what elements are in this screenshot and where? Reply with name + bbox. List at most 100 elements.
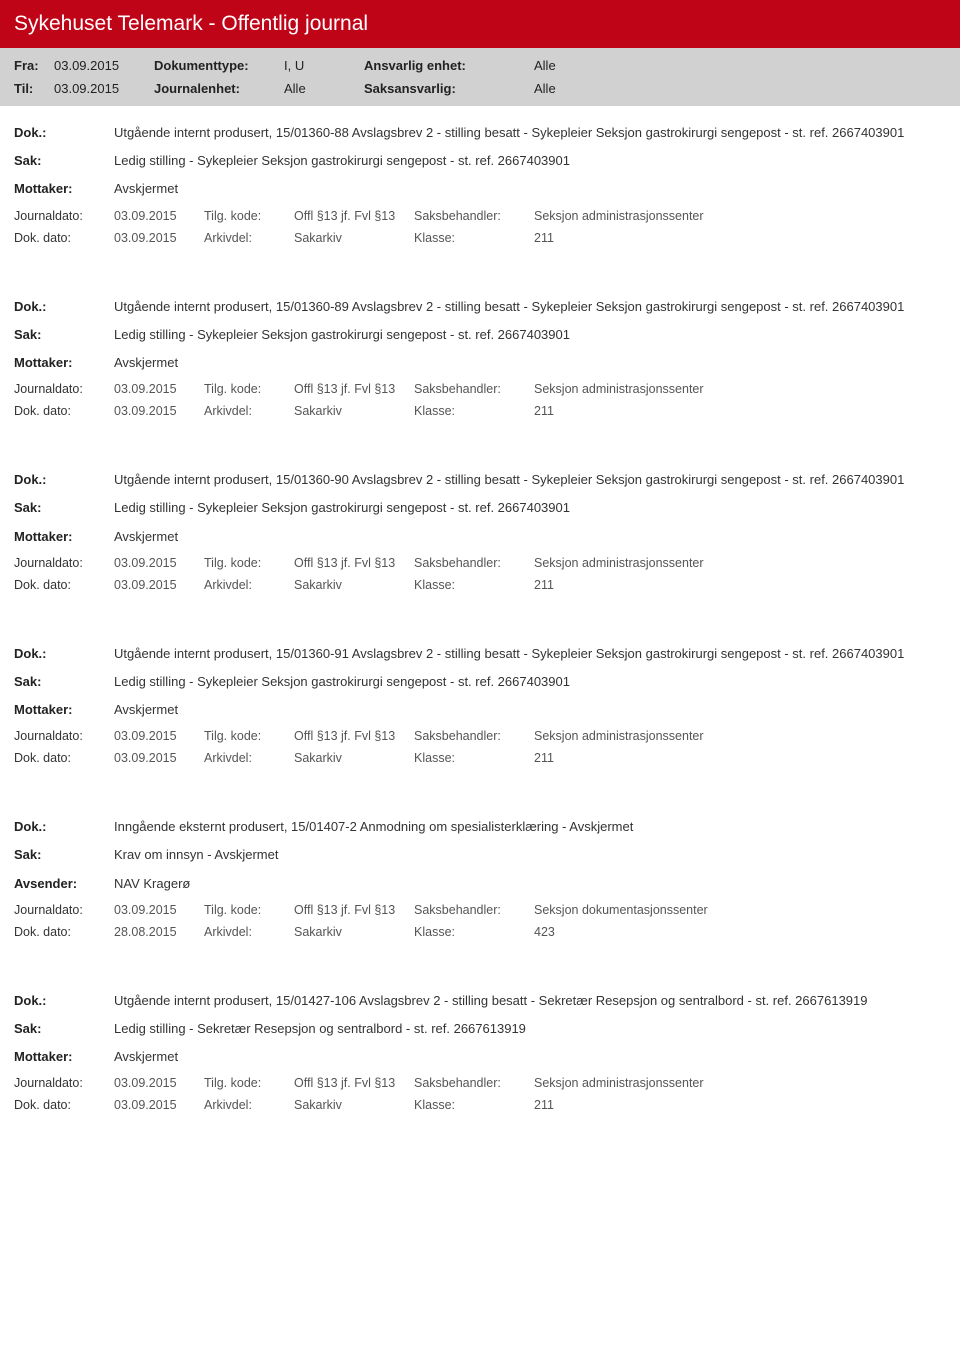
journalenhet-label: Journalenhet: — [154, 81, 284, 96]
journaldato-value: 03.09.2015 — [114, 556, 204, 570]
klasse-value: 211 — [534, 578, 946, 592]
saksbehandler-label: Saksbehandler: — [414, 729, 534, 743]
fra-label: Fra: — [14, 58, 54, 73]
klasse-label: Klasse: — [414, 925, 534, 939]
tilgkode-label: Tilg. kode: — [204, 1076, 294, 1090]
dok-label: Dok.: — [14, 124, 114, 142]
tilgkode-label: Tilg. kode: — [204, 556, 294, 570]
dok-value: Utgående internt produsert, 15/01360-90 … — [114, 471, 946, 489]
klasse-value: 211 — [534, 751, 946, 765]
klasse-label: Klasse: — [414, 1098, 534, 1112]
saksbehandler-label: Saksbehandler: — [414, 209, 534, 223]
dokdato-label: Dok. dato: — [14, 578, 114, 592]
dokdato-value: 03.09.2015 — [114, 231, 204, 245]
dokumenttype-label: Dokumenttype: — [154, 58, 284, 73]
journaldato-label: Journaldato: — [14, 382, 114, 396]
dokumenttype-value: I, U — [284, 58, 364, 73]
party-value: Avskjermet — [114, 1048, 946, 1066]
til-label: Til: — [14, 81, 54, 96]
sak-value: Ledig stilling - Sykepleier Seksjon gast… — [114, 326, 946, 344]
dok-value: Utgående internt produsert, 15/01360-91 … — [114, 645, 946, 663]
arkivdel-value: Sakarkiv — [294, 404, 414, 418]
sak-label: Sak: — [14, 326, 114, 344]
dokdato-value: 03.09.2015 — [114, 1098, 204, 1112]
saksbehandler-value: Seksjon administrasjonssenter — [534, 556, 946, 570]
party-value: Avskjermet — [114, 528, 946, 546]
tilgkode-value: Offl §13 jf. Fvl §13 — [294, 382, 414, 396]
saksbehandler-value: Seksjon administrasjonssenter — [534, 209, 946, 223]
arkivdel-label: Arkivdel: — [204, 925, 294, 939]
party-label: Mottaker: — [14, 528, 114, 546]
arkivdel-value: Sakarkiv — [294, 751, 414, 765]
party-label: Mottaker: — [14, 701, 114, 719]
sak-label: Sak: — [14, 152, 114, 170]
journaldato-value: 03.09.2015 — [114, 903, 204, 917]
sak-value: Ledig stilling - Sekretær Resepsjon og s… — [114, 1020, 946, 1038]
dok-label: Dok.: — [14, 298, 114, 316]
saksbehandler-label: Saksbehandler: — [414, 903, 534, 917]
journaldato-label: Journaldato: — [14, 556, 114, 570]
tilgkode-label: Tilg. kode: — [204, 382, 294, 396]
arkivdel-value: Sakarkiv — [294, 1098, 414, 1112]
journaldato-label: Journaldato: — [14, 1076, 114, 1090]
tilgkode-value: Offl §13 jf. Fvl §13 — [294, 903, 414, 917]
klasse-label: Klasse: — [414, 231, 534, 245]
journaldato-label: Journaldato: — [14, 903, 114, 917]
party-value: Avskjermet — [114, 180, 946, 198]
sak-label: Sak: — [14, 846, 114, 864]
arkivdel-label: Arkivdel: — [204, 404, 294, 418]
journal-record: Dok.: Utgående internt produsert, 15/013… — [0, 627, 960, 777]
journaldato-value: 03.09.2015 — [114, 382, 204, 396]
journal-record: Dok.: Utgående internt produsert, 15/013… — [0, 453, 960, 603]
journaldato-value: 03.09.2015 — [114, 209, 204, 223]
sak-value: Ledig stilling - Sykepleier Seksjon gast… — [114, 152, 946, 170]
arkivdel-value: Sakarkiv — [294, 925, 414, 939]
tilgkode-value: Offl §13 jf. Fvl §13 — [294, 1076, 414, 1090]
arkivdel-label: Arkivdel: — [204, 231, 294, 245]
journaldato-label: Journaldato: — [14, 729, 114, 743]
dok-value: Utgående internt produsert, 15/01427-106… — [114, 992, 946, 1010]
arkivdel-label: Arkivdel: — [204, 1098, 294, 1112]
dokdato-value: 03.09.2015 — [114, 578, 204, 592]
klasse-value: 211 — [534, 1098, 946, 1112]
sak-value: Krav om innsyn - Avskjermet — [114, 846, 946, 864]
saksbehandler-label: Saksbehandler: — [414, 382, 534, 396]
dok-value: Utgående internt produsert, 15/01360-88 … — [114, 124, 946, 142]
dokdato-label: Dok. dato: — [14, 751, 114, 765]
party-label: Mottaker: — [14, 354, 114, 372]
saksansvarlig-value: Alle — [534, 81, 614, 96]
tilgkode-label: Tilg. kode: — [204, 729, 294, 743]
dok-label: Dok.: — [14, 818, 114, 836]
dok-label: Dok.: — [14, 992, 114, 1010]
filter-bar: Fra: 03.09.2015 Dokumenttype: I, U Ansva… — [0, 48, 960, 106]
party-label: Mottaker: — [14, 180, 114, 198]
journaldato-label: Journaldato: — [14, 209, 114, 223]
party-value: Avskjermet — [114, 701, 946, 719]
klasse-value: 211 — [534, 404, 946, 418]
dokdato-value: 28.08.2015 — [114, 925, 204, 939]
party-label: Avsender: — [14, 875, 114, 893]
saksbehandler-value: Seksjon dokumentasjonssenter — [534, 903, 946, 917]
page-title: Sykehuset Telemark - Offentlig journal — [0, 0, 960, 48]
tilgkode-label: Tilg. kode: — [204, 209, 294, 223]
journal-record: Dok.: Utgående internt produsert, 15/014… — [0, 974, 960, 1124]
dok-label: Dok.: — [14, 645, 114, 663]
dok-value: Inngående eksternt produsert, 15/01407-2… — [114, 818, 946, 836]
saksbehandler-value: Seksjon administrasjonssenter — [534, 1076, 946, 1090]
saksbehandler-value: Seksjon administrasjonssenter — [534, 382, 946, 396]
journal-record: Dok.: Inngående eksternt produsert, 15/0… — [0, 800, 960, 950]
saksbehandler-value: Seksjon administrasjonssenter — [534, 729, 946, 743]
dok-label: Dok.: — [14, 471, 114, 489]
sak-label: Sak: — [14, 673, 114, 691]
dokdato-label: Dok. dato: — [14, 231, 114, 245]
arkivdel-label: Arkivdel: — [204, 751, 294, 765]
sak-label: Sak: — [14, 499, 114, 517]
tilgkode-value: Offl §13 jf. Fvl §13 — [294, 556, 414, 570]
tilgkode-value: Offl §13 jf. Fvl §13 — [294, 209, 414, 223]
klasse-value: 211 — [534, 231, 946, 245]
fra-value: 03.09.2015 — [54, 58, 154, 73]
arkivdel-value: Sakarkiv — [294, 578, 414, 592]
party-value: Avskjermet — [114, 354, 946, 372]
ansvarlig-value: Alle — [534, 58, 614, 73]
til-value: 03.09.2015 — [54, 81, 154, 96]
